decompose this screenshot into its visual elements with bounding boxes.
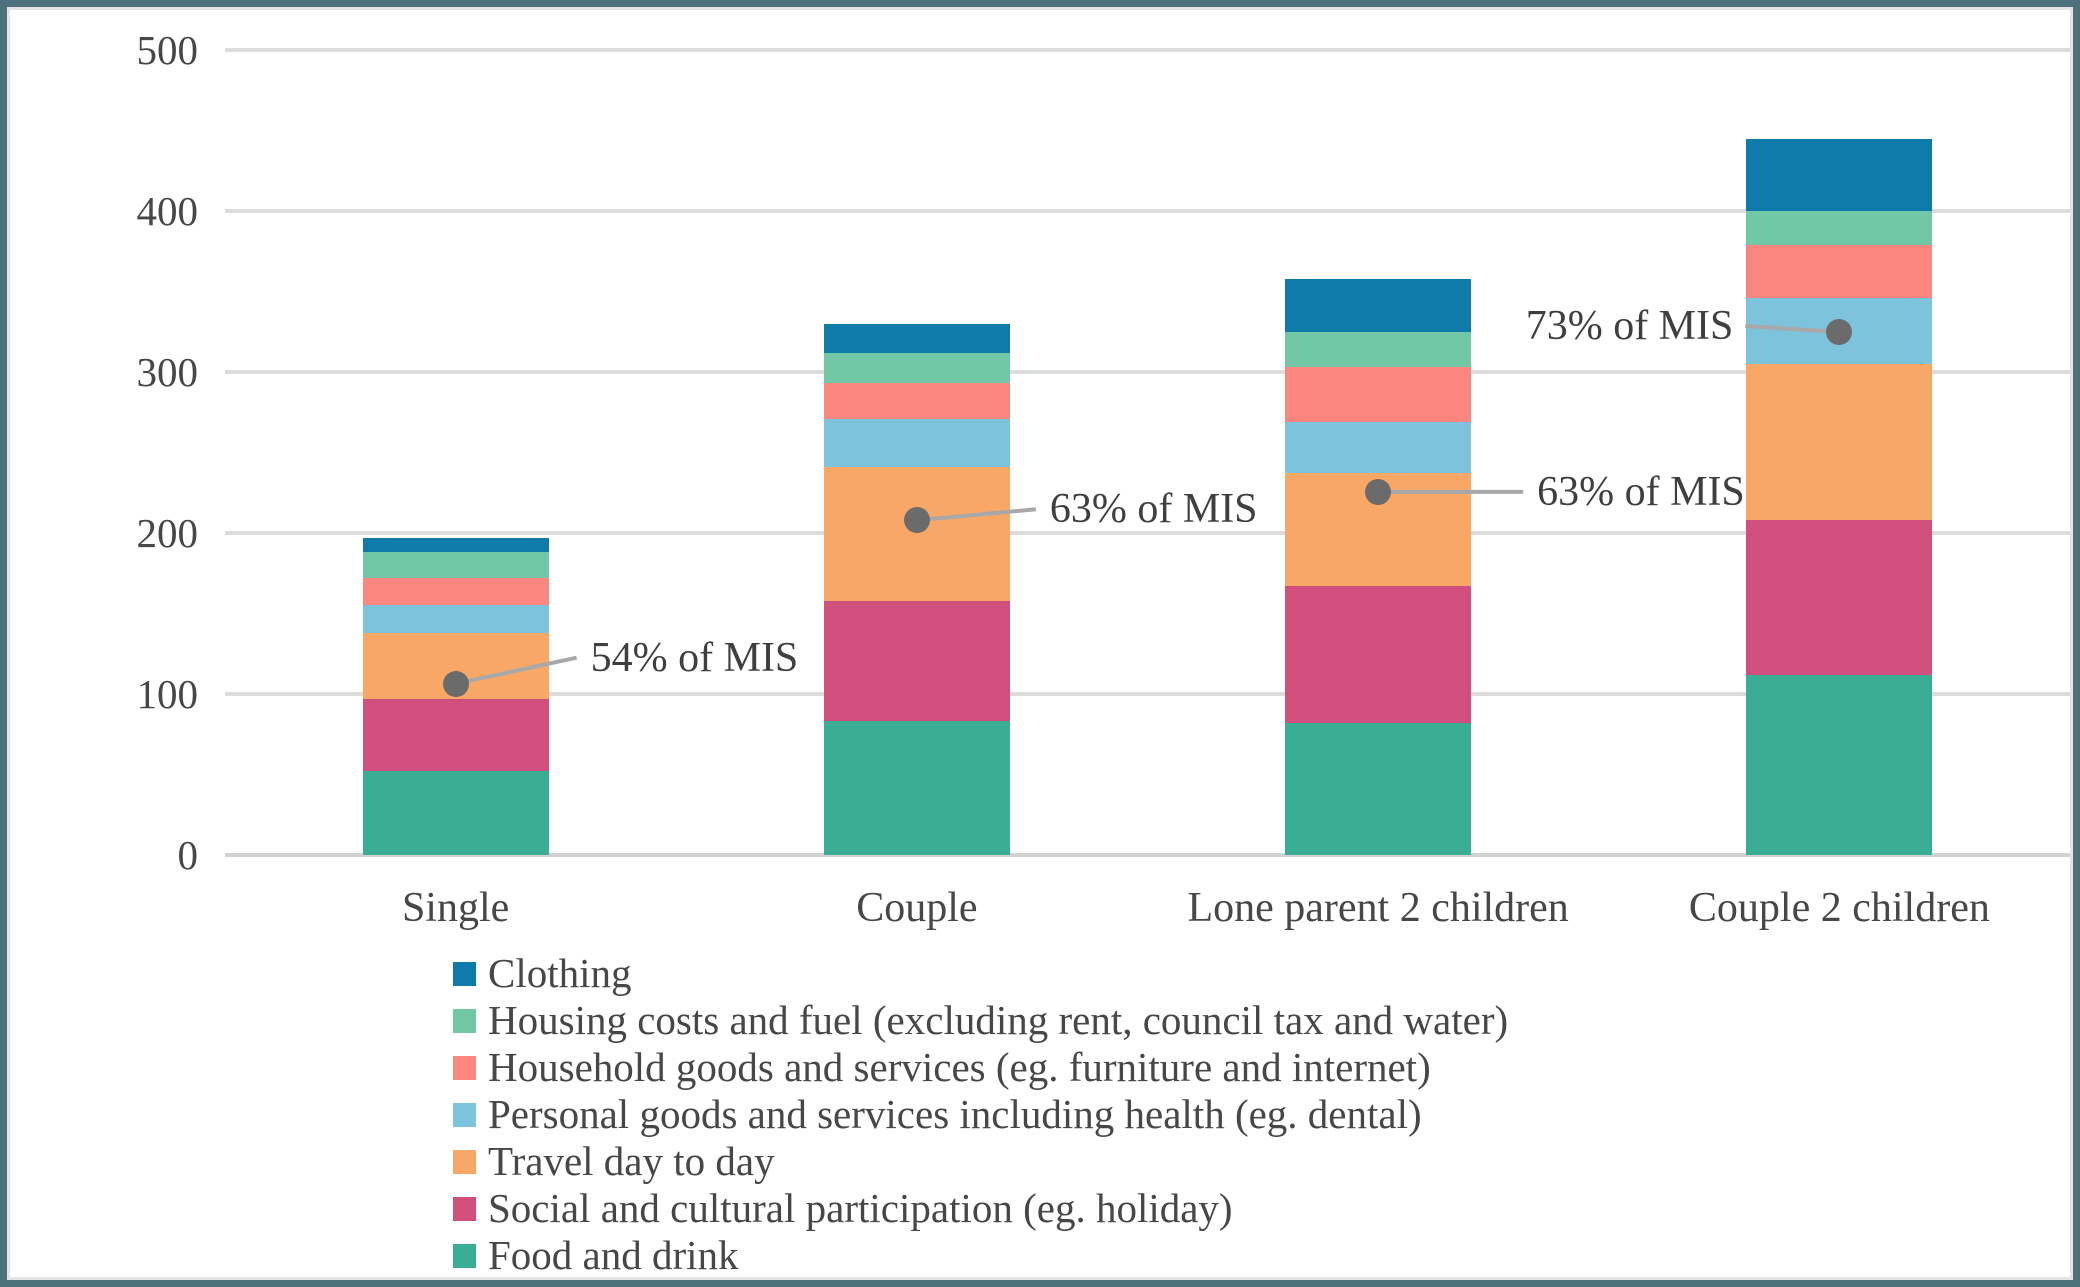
bar-segment-clothing: [362, 537, 549, 553]
bar-segment-food-and-drink: [362, 771, 549, 855]
legend-item-personal-goods-and-services-including-he: Personal goods and services including he…: [453, 1091, 1508, 1138]
bar-segment-housing-costs-and-fuel-excluding-rent-co: [1285, 331, 1472, 368]
legend-swatch-icon: [453, 961, 476, 986]
y-axis-tick-label: 200: [136, 510, 199, 556]
bar-segment-housing-costs-and-fuel-excluding-rent-co: [362, 552, 549, 579]
bar-segment-food-and-drink: [1746, 674, 1933, 855]
gridline-400: [225, 209, 2070, 213]
legend-item-housing-costs-and-fuel-excluding-rent-co: Housing costs and fuel (excluding rent, …: [453, 997, 1508, 1044]
bar-segment-housing-costs-and-fuel-excluding-rent-co: [823, 352, 1010, 384]
legend-item-social-and-cultural-participation-eg-hol: Social and cultural participation (eg. h…: [453, 1185, 1508, 1232]
gridline-0: [225, 853, 2070, 857]
y-axis-tick-label: 400: [136, 188, 199, 234]
stacked-bar-single: [362, 537, 549, 855]
stacked-bar-couple-2-children: [1746, 138, 1933, 855]
legend-item-travel-day-to-day: Travel day to day: [453, 1138, 1508, 1185]
bar-segment-housing-costs-and-fuel-excluding-rent-co: [1746, 211, 1933, 245]
bar-segment-household-goods-and-services-eg-furnitur: [1746, 244, 1933, 298]
gridline-300: [225, 370, 2070, 374]
x-axis-label-couple: Couple: [856, 885, 978, 931]
bar-segment-social-and-cultural-participation-eg-hol: [1285, 586, 1472, 723]
annotation-label: 63% of MIS: [1537, 468, 1745, 515]
annotation-label: 63% of MIS: [1049, 486, 1258, 533]
legend-item-household-goods-and-services-eg-furnitur: Household goods and services (eg. furnit…: [453, 1044, 1508, 1091]
annotation-label: 73% of MIS: [1525, 302, 1734, 349]
legend-swatch-icon: [453, 1055, 476, 1080]
bar-segment-clothing: [1285, 278, 1472, 332]
y-axis-tick-label: 500: [136, 27, 199, 73]
legend-label: Social and cultural participation (eg. h…: [488, 1185, 1233, 1231]
annotation-marker-dot: [1365, 478, 1392, 505]
bar-segment-personal-goods-and-services-including-he: [1285, 421, 1472, 474]
legend-swatch-icon: [453, 1149, 476, 1174]
bar-segment-personal-goods-and-services-including-he: [362, 605, 549, 633]
bar-segment-personal-goods-and-services-including-he: [823, 418, 1010, 467]
gridline-100: [225, 692, 2070, 696]
legend-label: Personal goods and services including he…: [488, 1091, 1422, 1137]
gridline-500: [225, 48, 2070, 52]
legend-swatch-icon: [453, 1008, 476, 1033]
annotation-marker-dot: [903, 507, 930, 534]
bar-segment-food-and-drink: [823, 721, 1010, 855]
legend-swatch-icon: [453, 1102, 476, 1127]
annotation-marker-dot: [1826, 318, 1853, 345]
legend-label: Housing costs and fuel (excluding rent, …: [488, 997, 1509, 1043]
stacked-bar-lone-parent-2-children: [1285, 278, 1472, 855]
x-axis-label-lone-parent-2-children: Lone parent 2 children: [1187, 885, 1569, 931]
legend-label: Clothing: [488, 950, 632, 996]
stacked-bar-couple: [823, 323, 1010, 855]
annotation-marker-dot: [442, 670, 469, 697]
bar-segment-social-and-cultural-participation-eg-hol: [1746, 520, 1933, 675]
legend-item-clothing: Clothing: [453, 950, 1508, 997]
legend-swatch-icon: [453, 1243, 476, 1268]
bar-segment-clothing: [1746, 138, 1933, 211]
bar-segment-social-and-cultural-participation-eg-hol: [823, 600, 1010, 722]
bar-segment-household-goods-and-services-eg-furnitur: [823, 383, 1010, 419]
y-axis-tick-label: 100: [136, 671, 199, 717]
bar-segment-food-and-drink: [1285, 722, 1472, 855]
x-axis-label-couple-2-children: Couple 2 children: [1688, 885, 1990, 931]
legend-label: Food and drink: [488, 1232, 739, 1278]
x-axis-label-single: Single: [401, 885, 510, 931]
legend-item-food-and-drink: Food and drink: [453, 1232, 1508, 1279]
legend-label: Travel day to day: [488, 1138, 775, 1184]
gridline-200: [225, 531, 2070, 535]
annotation-label: 54% of MIS: [590, 634, 799, 681]
legend-label: Household goods and services (eg. furnit…: [488, 1044, 1431, 1090]
bar-segment-household-goods-and-services-eg-furnitur: [362, 578, 549, 606]
y-axis-tick-label: 300: [136, 349, 199, 395]
bar-segment-clothing: [823, 323, 1010, 353]
legend: Clothing Housing costs and fuel (excludin…: [453, 950, 1508, 1279]
legend-swatch-icon: [453, 1196, 476, 1221]
y-axis-tick-label: 0: [177, 832, 199, 878]
bar-segment-travel-day-to-day: [1746, 363, 1933, 521]
bar-segment-social-and-cultural-participation-eg-hol: [362, 698, 549, 772]
bar-segment-travel-day-to-day: [823, 466, 1010, 601]
bar-segment-household-goods-and-services-eg-furnitur: [1285, 367, 1472, 422]
